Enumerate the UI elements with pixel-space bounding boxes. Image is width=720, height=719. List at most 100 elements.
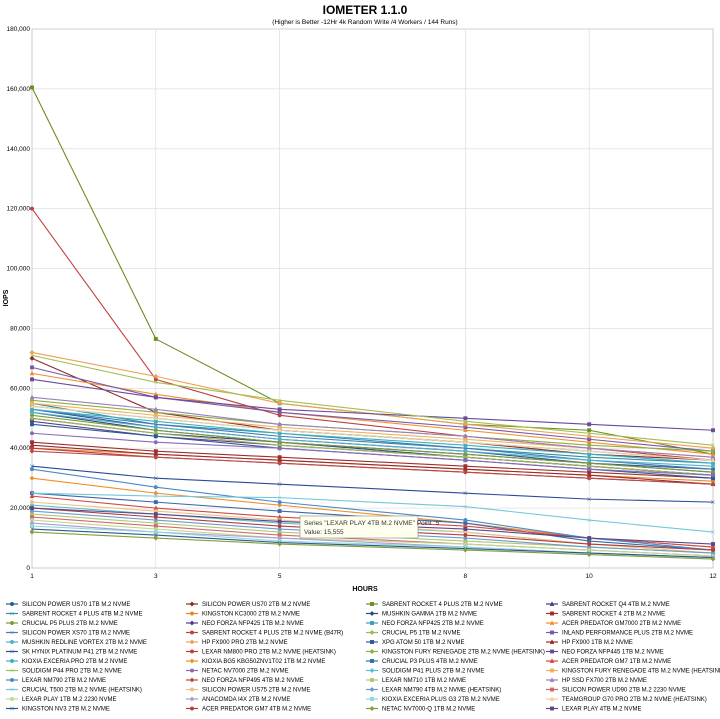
series-marker xyxy=(153,500,158,505)
series-layer xyxy=(29,85,716,562)
series-marker xyxy=(30,377,34,382)
series-line-group xyxy=(29,370,716,457)
legend-entry: KINGSTON NV3 2TB M.2 NVME xyxy=(6,706,110,713)
series-line xyxy=(31,531,714,560)
series-marker xyxy=(153,485,158,490)
legend-entry: CRUCIAL T500 2TB M.2 NVME (HEATSINK) xyxy=(6,687,142,694)
legend-label: LEXAR NM710 1TB M.2 NVME xyxy=(382,678,466,684)
legend-entry: SABRENT ROCKET 4 PLUS 4TB M.2 NVME xyxy=(6,611,142,618)
legend-entry: NETAC NV7000 2TB M.2 NVME xyxy=(186,668,289,675)
series-marker xyxy=(29,493,35,498)
series-marker xyxy=(30,422,34,427)
series-line xyxy=(31,465,714,503)
series-line-group xyxy=(30,491,715,535)
series-marker xyxy=(29,448,35,454)
series-marker xyxy=(153,425,158,430)
legend-label: SABRENT ROCKET 4 PLUS 4TB M.2 NVME xyxy=(22,612,142,618)
series-marker xyxy=(277,446,282,451)
series-marker xyxy=(369,667,375,674)
series-marker xyxy=(710,556,716,562)
legend-label: KIOXIA EXCERIA PRO 2TB M.2 NVME xyxy=(22,659,127,665)
series-marker xyxy=(277,526,283,532)
series-marker xyxy=(710,547,716,553)
legend-entry: ACER PREDATOR GM7000 2TB M.2 NVME xyxy=(546,620,681,627)
series-marker xyxy=(29,370,35,376)
series-marker xyxy=(369,629,375,636)
legend-entry: NEO FORZA NFP445 1TB M.2 NVME xyxy=(546,649,664,656)
legend-label: MUSHKIN GAMMA 1TB M.2 NVME xyxy=(382,612,477,618)
series-marker xyxy=(463,419,468,424)
series-marker xyxy=(711,443,715,448)
series-marker xyxy=(189,649,195,654)
series-marker xyxy=(189,620,195,626)
series-marker xyxy=(9,677,15,683)
legend-label: HP SSD FX700 2TB M.2 NVME xyxy=(562,678,647,684)
legend-entry: MUSHKIN GAMMA 1TB M.2 NVME xyxy=(366,610,477,618)
y-tick-label: 0 xyxy=(26,565,30,572)
series-marker xyxy=(153,512,158,517)
series-marker xyxy=(9,601,15,607)
y-axis-label: IOPS xyxy=(3,289,10,306)
y-tick-label: 80,000 xyxy=(10,325,30,332)
series-marker xyxy=(462,421,468,427)
legend-label: NEO FORZA NFP495 4TB M.2 NVME xyxy=(202,678,304,684)
series-marker xyxy=(587,455,592,460)
series-marker xyxy=(463,491,468,496)
series-marker xyxy=(277,434,282,439)
series-marker xyxy=(549,639,555,644)
y-tick-label: 100,000 xyxy=(7,266,31,273)
series-line-group xyxy=(30,464,715,505)
series-marker xyxy=(153,395,158,400)
series-marker xyxy=(189,677,195,683)
legend-entry: KIOXIA EXCERIA PRO 2TB M.2 NVME xyxy=(6,658,127,665)
series-marker xyxy=(711,530,715,535)
series-marker xyxy=(153,530,158,535)
series-marker xyxy=(587,422,592,427)
series-marker xyxy=(463,446,468,451)
x-tick-label: 12 xyxy=(709,573,717,580)
series-marker xyxy=(277,421,283,427)
series-marker xyxy=(189,639,195,645)
legend-label: ACER PREDATOR GM7 1TB M.2 NVME xyxy=(562,659,671,665)
legend-entry: KIOXIA EXCERIA PLUS G3 2TB M.2 NVME xyxy=(366,697,500,703)
chart-title: IOMETER 1.1.0 xyxy=(323,3,408,17)
series-line-group xyxy=(29,448,716,487)
legend-label: KINGSTON NV3 2TB M.2 NVME xyxy=(22,707,110,713)
series-line xyxy=(31,519,714,557)
tooltip-box xyxy=(299,515,419,539)
series-line xyxy=(31,396,714,458)
series-marker xyxy=(10,687,14,692)
legend-label: HP FX900 PRO 2TB M.2 NVME xyxy=(202,640,288,646)
series-line xyxy=(31,432,714,476)
series-marker xyxy=(463,533,468,538)
legend-label: LEXAR NM790 4TB M.2 NVME (HEATSINK) xyxy=(382,688,501,694)
legend-label: KIOXIA BG5 KBG50ZNV1T02 1TB M.2 NVME xyxy=(202,659,325,665)
legend-entry: HP SSD FX700 2TB M.2 NVME xyxy=(546,677,647,684)
legend-label: LEXAR NM800 PRO 2TB M.2 NVME (HEATSINK) xyxy=(202,650,336,656)
series-marker xyxy=(30,85,34,90)
legend-entry: KINGSTON FURY RENEGADE 2TB M.2 NVME (HEA… xyxy=(366,648,545,656)
legend-entry: SILICON POWER US70 1TB M.2 NVME xyxy=(6,601,130,608)
series-marker xyxy=(463,504,468,509)
legend-label: SILICON POWER UD90 2TB M.2 2230 NVME xyxy=(562,688,686,694)
series-marker xyxy=(711,500,715,505)
series-marker xyxy=(10,649,14,654)
legend-entry: SABRENT ROCKET 4 2TB M.2 NVME xyxy=(546,611,665,618)
series-marker xyxy=(463,416,468,421)
legend-label: SABRENT ROCKET 4 PLUS 2TB M.2 NVME (B47R… xyxy=(202,631,343,637)
series-marker xyxy=(29,529,35,535)
series-marker xyxy=(369,705,375,712)
y-tick-label: 140,000 xyxy=(7,146,31,153)
legend: SILICON POWER US70 1TB M.2 NVME SILICON P… xyxy=(6,601,720,713)
x-tick-label: 3 xyxy=(154,573,158,580)
series-marker xyxy=(30,464,34,469)
legend-entry: SOLIDIGM P44 PRO 2TB M.2 NVME xyxy=(6,668,122,675)
series-marker xyxy=(277,400,283,406)
legend-entry: KINGSTON FURY RENEGADE 4TB M.2 NVME (HEA… xyxy=(546,668,720,675)
series-marker xyxy=(711,467,715,472)
series-line xyxy=(31,378,714,431)
series-marker xyxy=(277,407,282,412)
series-marker xyxy=(463,518,468,523)
series-line xyxy=(31,492,714,533)
legend-entry: INLAND PERFORMANCE PLUS 2TB M.2 NVME xyxy=(546,630,693,637)
